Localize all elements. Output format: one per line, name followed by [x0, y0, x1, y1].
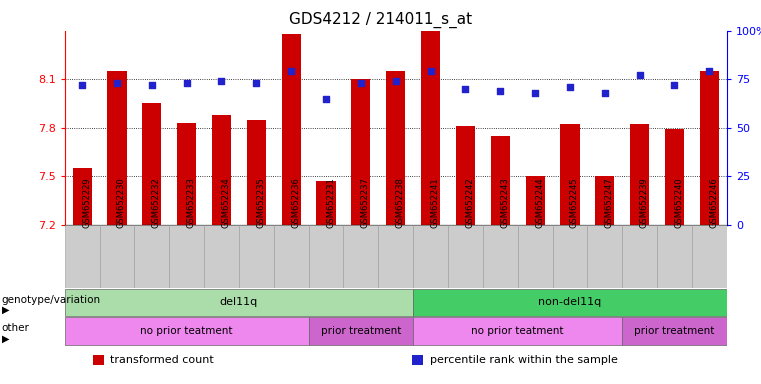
Text: GSM652245: GSM652245 [570, 177, 579, 228]
Point [494, 88, 506, 94]
Text: GSM652231: GSM652231 [326, 177, 335, 228]
Bar [482, 225, 517, 288]
Bar [343, 225, 378, 288]
Text: GDS4212 / 214011_s_at: GDS4212 / 214011_s_at [289, 12, 472, 28]
Text: GSM652241: GSM652241 [431, 177, 440, 228]
Text: prior treatment: prior treatment [320, 326, 401, 336]
Text: GSM652244: GSM652244 [535, 177, 544, 228]
Bar [413, 317, 622, 345]
Bar [93, 355, 103, 365]
Text: GSM652247: GSM652247 [605, 177, 614, 228]
Bar [552, 225, 587, 288]
Bar [560, 124, 580, 225]
Text: genotype/variation: genotype/variation [2, 295, 100, 305]
Text: GSM652237: GSM652237 [361, 177, 370, 228]
Bar [274, 225, 309, 288]
Bar [657, 225, 692, 288]
Bar [169, 225, 204, 288]
Bar [212, 115, 231, 225]
Bar [517, 225, 552, 288]
Bar [665, 129, 684, 225]
Text: del11q: del11q [220, 297, 258, 308]
Bar [622, 225, 657, 288]
Bar [413, 225, 448, 288]
Text: GSM652236: GSM652236 [291, 177, 300, 228]
Point [111, 80, 123, 86]
Bar [100, 225, 135, 288]
Bar [72, 168, 91, 225]
Text: no prior teatment: no prior teatment [471, 326, 564, 336]
Bar [282, 34, 301, 225]
Text: ▶: ▶ [2, 333, 9, 343]
Bar [309, 225, 343, 288]
Point [355, 80, 367, 86]
Point [529, 90, 541, 96]
Text: GSM652234: GSM652234 [221, 177, 231, 228]
Bar [107, 71, 126, 225]
Point [390, 78, 402, 84]
Bar [386, 71, 406, 225]
Text: GSM652235: GSM652235 [256, 177, 266, 228]
Point [634, 72, 646, 78]
Text: other: other [2, 323, 30, 333]
Text: GSM652246: GSM652246 [709, 177, 718, 228]
Bar [317, 181, 336, 225]
Point [564, 84, 576, 90]
Bar [65, 317, 309, 345]
Bar [421, 31, 440, 225]
Point [599, 90, 611, 96]
Bar [491, 136, 510, 225]
Bar [412, 355, 423, 365]
Bar [622, 317, 727, 345]
Text: transformed count: transformed count [110, 355, 214, 365]
Bar [692, 225, 727, 288]
Bar [135, 225, 169, 288]
Bar [142, 103, 161, 225]
Text: GSM652240: GSM652240 [674, 177, 683, 228]
Bar [177, 123, 196, 225]
Point [703, 68, 715, 74]
Text: prior treatment: prior treatment [635, 326, 715, 336]
Point [460, 86, 472, 92]
Point [425, 68, 437, 74]
Bar [526, 176, 545, 225]
Text: GSM652242: GSM652242 [466, 177, 474, 228]
Text: no prior teatment: no prior teatment [140, 326, 233, 336]
Bar [65, 225, 100, 288]
Bar [352, 79, 371, 225]
Point [285, 68, 298, 74]
Bar [378, 225, 413, 288]
Bar [239, 225, 274, 288]
Text: GSM652230: GSM652230 [117, 177, 126, 228]
Point [76, 82, 88, 88]
Point [668, 82, 680, 88]
Bar [204, 225, 239, 288]
Point [180, 80, 193, 86]
Text: GSM652243: GSM652243 [500, 177, 509, 228]
Text: non-del11q: non-del11q [538, 297, 602, 308]
Text: ▶: ▶ [2, 305, 9, 314]
Bar [448, 225, 482, 288]
Bar [309, 317, 413, 345]
Point [145, 82, 158, 88]
Bar [456, 126, 475, 225]
Text: GSM652233: GSM652233 [186, 177, 196, 228]
Text: percentile rank within the sample: percentile rank within the sample [430, 355, 618, 365]
Text: GSM652229: GSM652229 [82, 177, 91, 228]
Text: GSM652232: GSM652232 [151, 177, 161, 228]
Bar [630, 124, 649, 225]
Bar [700, 71, 719, 225]
Bar [65, 289, 413, 316]
Bar [587, 225, 622, 288]
Point [215, 78, 228, 84]
Point [250, 80, 263, 86]
Text: GSM652238: GSM652238 [396, 177, 405, 228]
Bar [413, 289, 727, 316]
Point [320, 96, 332, 102]
Bar [247, 119, 266, 225]
Text: GSM652239: GSM652239 [640, 177, 648, 228]
Bar [595, 176, 614, 225]
